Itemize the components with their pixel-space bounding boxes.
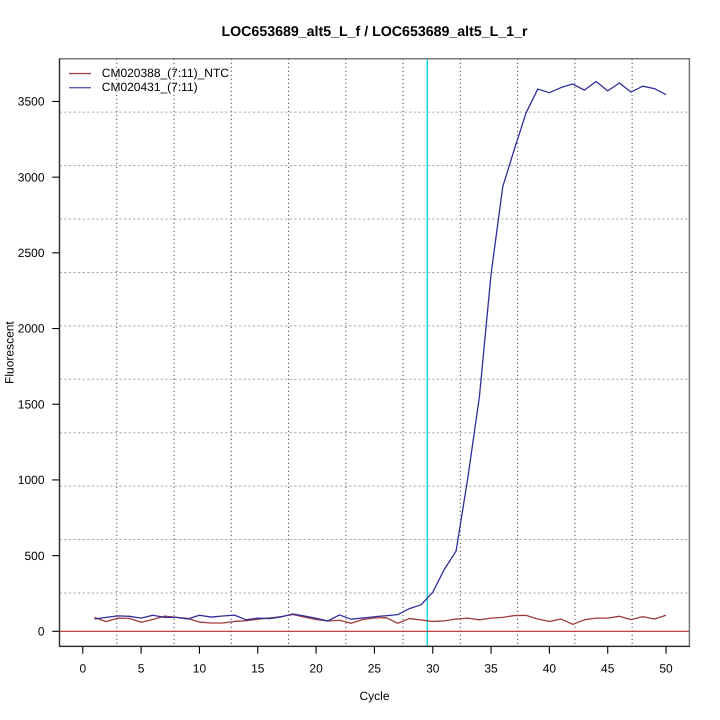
svg-text:CM020431_(7:11): CM020431_(7:11) (102, 80, 198, 94)
svg-text:Fluorescent: Fluorescent (3, 321, 17, 384)
svg-text:Cycle: Cycle (359, 689, 389, 703)
svg-text:CM020388_(7:11)_NTC: CM020388_(7:11)_NTC (102, 66, 230, 80)
svg-text:10: 10 (193, 662, 207, 676)
svg-text:35: 35 (484, 662, 498, 676)
svg-text:0: 0 (79, 662, 86, 676)
svg-text:50: 50 (659, 662, 673, 676)
svg-text:3500: 3500 (18, 95, 45, 109)
svg-text:3000: 3000 (18, 170, 45, 184)
svg-text:2000: 2000 (18, 322, 45, 336)
svg-text:0: 0 (38, 625, 45, 639)
svg-text:1500: 1500 (18, 397, 45, 411)
svg-text:LOC653689_alt5_L_f / LOC653689: LOC653689_alt5_L_f / LOC653689_alt5_L_1_… (221, 24, 527, 40)
svg-text:1000: 1000 (18, 473, 45, 487)
svg-text:20: 20 (309, 662, 323, 676)
svg-text:15: 15 (251, 662, 265, 676)
svg-text:2500: 2500 (18, 246, 45, 260)
svg-text:5: 5 (138, 662, 145, 676)
svg-text:30: 30 (426, 662, 440, 676)
svg-text:45: 45 (601, 662, 615, 676)
svg-text:25: 25 (368, 662, 382, 676)
svg-text:40: 40 (543, 662, 557, 676)
svg-text:500: 500 (24, 549, 44, 563)
